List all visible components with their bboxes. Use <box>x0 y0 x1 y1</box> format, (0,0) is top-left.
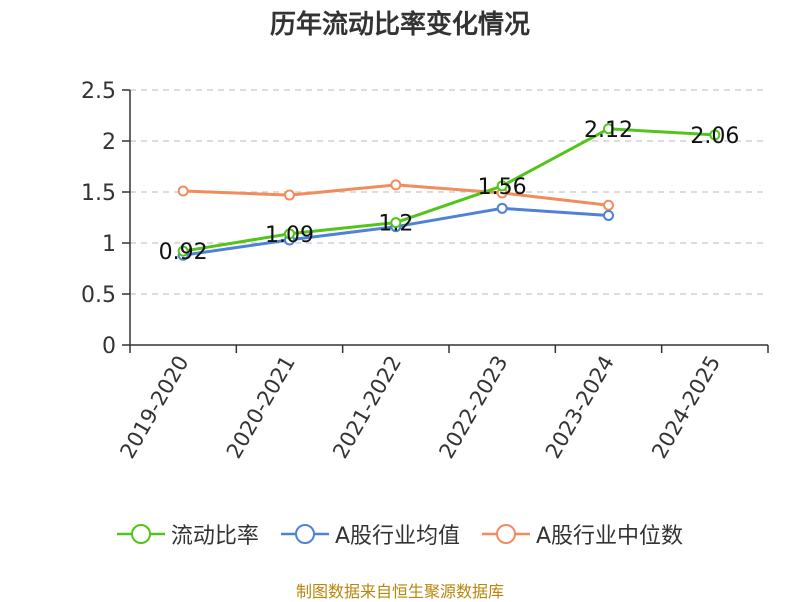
y-tick-label: 0.5 <box>81 283 116 308</box>
legend-swatch-icon <box>482 524 530 544</box>
data-point <box>603 209 614 221</box>
x-tick-label: 2020-2021 <box>222 352 300 463</box>
data-point <box>390 217 402 229</box>
data-point <box>177 245 189 257</box>
data-point <box>390 179 402 191</box>
legend-item[interactable]: A股行业均值 <box>280 518 460 550</box>
chart-title: 历年流动比率变化情况 <box>269 10 530 40</box>
legend-label: 流动比率 <box>170 524 259 549</box>
data-point <box>284 228 295 240</box>
data-point <box>709 129 721 141</box>
legend: 流动比率 A股行业均值 A股行业中位数 <box>0 518 800 550</box>
x-tick-label: 2024-2025 <box>647 352 725 463</box>
data-point <box>496 180 508 192</box>
data-label: 0.92 <box>159 240 208 265</box>
data-point <box>177 185 189 197</box>
x-axis: 2019-2020 2020-2021 2021-2022 2022-2023 2023… <box>115 344 769 463</box>
x-tick-label: 2022-2023 <box>434 351 512 462</box>
x-tick-label: 2023-2024 <box>541 352 619 463</box>
y-tick-label: 1.5 <box>81 181 116 206</box>
x-tick-label: 2021-2022 <box>328 352 406 463</box>
legend-item[interactable]: A股行业中位数 <box>482 518 683 550</box>
y-tick-label: 1 <box>102 232 116 257</box>
data-label: 1.2 <box>378 212 413 237</box>
legend-item[interactable]: 流动比率 <box>116 518 259 550</box>
data-label: 2.06 <box>690 124 739 149</box>
data-point <box>603 199 614 211</box>
y-tick-label: 0 <box>102 334 116 359</box>
series-line <box>182 127 715 253</box>
y-tick-label: 2.5 <box>81 79 116 104</box>
legend-label: A股行业中位数 <box>536 524 684 549</box>
data-label: 2.12 <box>584 118 633 143</box>
x-tick-label: 2019-2020 <box>115 352 193 463</box>
data-label: 1.56 <box>478 175 527 200</box>
data-label: 1.09 <box>265 223 314 248</box>
y-tick-label: 2 <box>102 130 116 155</box>
series-group <box>177 123 721 261</box>
source-note: 制图数据来自恒生聚源数据库 <box>295 582 504 601</box>
y-axis: 0 0.5 1 1.5 2 2.5 <box>81 79 131 359</box>
data-point <box>284 189 295 201</box>
legend-swatch-icon <box>116 524 165 544</box>
data-point <box>496 202 508 214</box>
legend-label: A股行业均值 <box>334 524 460 549</box>
data-point <box>603 123 614 135</box>
grid-lines <box>130 89 768 295</box>
legend-swatch-icon <box>280 524 329 544</box>
data-labels: 0.92 1.09 1.2 1.56 2.12 2.06 <box>159 118 740 265</box>
